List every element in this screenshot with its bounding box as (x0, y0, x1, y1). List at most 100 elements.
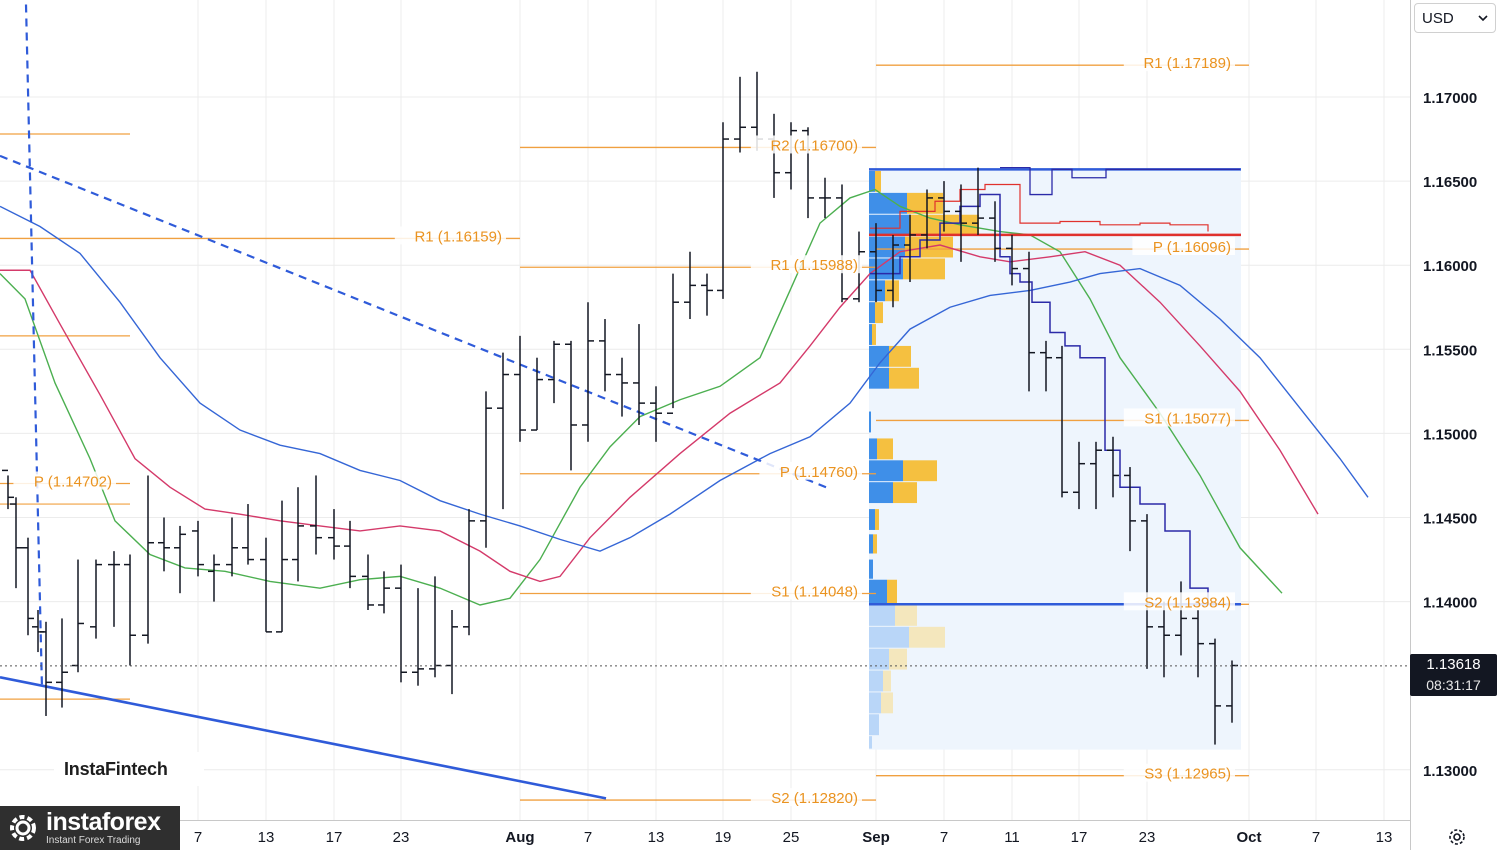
volume-profile-bar-up-3 (869, 236, 905, 258)
volume-profile-bar-up-6 (869, 302, 875, 324)
x-tick-label-14: Oct (1236, 829, 1261, 846)
vwap-step-line (870, 183, 1209, 232)
volume-profile-bar-down-11 (877, 438, 893, 460)
x-tick-label-8: 25 (783, 829, 800, 846)
pivot-label-bg-5 (750, 581, 862, 600)
currency-selector-value: USD (1422, 9, 1454, 27)
x-tick-label-9: Sep (862, 829, 890, 846)
volume-profile-bar-down-12 (903, 460, 937, 482)
logo-tagline: Instant Forex Trading (46, 835, 141, 846)
trend-line-1 (24, 4, 44, 690)
volume-profile-bar-up-20 (869, 648, 889, 670)
volume-profile-bar-down-1 (907, 192, 943, 214)
volume-profile-bar-up-17 (869, 579, 887, 604)
y-tick-label-6: 1.14000 (1423, 595, 1477, 612)
pivot-label-bg-8 (1132, 237, 1235, 256)
step-line-top (1000, 166, 1240, 196)
volume-profile-bar-up-0 (869, 171, 875, 192)
volume-profile-bar-down-9 (889, 367, 919, 389)
pivot-label-bg-1 (13, 471, 116, 490)
x-tick-label-2: 17 (326, 829, 343, 846)
pivot-label-4: P (1.14760) (780, 464, 858, 481)
volume-profile-bar-up-2 (869, 214, 909, 236)
volume-profile-bar-up-9 (869, 367, 889, 389)
price-axis-separator (1410, 0, 1411, 850)
pivot-label-bg-2 (750, 135, 862, 154)
candle-countdown: 08:31:17 (1426, 677, 1481, 693)
pivot-label-9: S1 (1.15077) (1144, 410, 1231, 427)
current-price-label: 1.13618 08:31:17 (1410, 654, 1497, 696)
x-tick-label-0: 7 (194, 829, 202, 846)
pivot-label-bg-10 (1123, 592, 1235, 611)
y-tick-label-4: 1.15000 (1423, 426, 1477, 443)
x-tick-label-12: 17 (1071, 829, 1088, 846)
y-tick-label-2: 1.16000 (1423, 258, 1477, 275)
volume-profile-bar-down-8 (889, 345, 911, 367)
pivot-label-11: S3 (1.12965) (1144, 766, 1231, 783)
volume-profile-bar-up-19 (869, 626, 909, 648)
volume-profile-bar-up-13 (869, 482, 893, 504)
x-tick-label-4: Aug (505, 829, 534, 846)
current-price-value: 1.13618 (1426, 656, 1481, 673)
y-tick-label-5: 1.14500 (1423, 511, 1477, 528)
pivot-label-2: R2 (1.16700) (770, 137, 858, 154)
pivot-label-5: S1 (1.14048) (771, 584, 858, 601)
pivot-label-8: P (1.16096) (1153, 239, 1231, 256)
moving-average-green (0, 188, 1283, 606)
pivot-label-bg-9 (1123, 408, 1235, 427)
x-tick-label-10: 7 (940, 829, 948, 846)
pivot-label-3: R1 (1.15988) (770, 257, 858, 274)
instaforex-logo: instaforex Instant Forex Trading (0, 806, 180, 850)
volume-profile-bar-down-14 (875, 509, 879, 530)
volume-profile-bar-up-18 (869, 604, 895, 626)
x-tick-label-1: 13 (258, 829, 275, 846)
gear-icon[interactable] (1446, 826, 1468, 848)
watermark: InstaFintech (54, 752, 204, 786)
pivot-label-bg-11 (1123, 763, 1235, 782)
currency-selector[interactable]: USD (1414, 3, 1496, 33)
pivot-label-6: S2 (1.12820) (771, 790, 858, 807)
pivot-label-bg-6 (750, 788, 862, 807)
volume-profile-bar-up-15 (869, 534, 873, 554)
volume-profile-bar-up-8 (869, 345, 889, 367)
volume-profile-bar-up-24 (869, 736, 872, 749)
volume-profile-bar-down-17 (887, 579, 897, 604)
volume-profile-bar-down-21 (883, 670, 891, 692)
x-tick-label-13: 23 (1139, 829, 1156, 846)
pivot-label-bg-3 (750, 255, 862, 274)
volume-profile-bar-down-22 (881, 692, 893, 714)
logo-name: instaforex (46, 808, 161, 836)
volume-profile-bar-down-13 (893, 482, 917, 504)
volume-profile-bar-up-1 (869, 192, 907, 214)
pivot-label-bg-4 (759, 461, 862, 480)
volume-profile-bar-up-22 (869, 692, 881, 714)
y-tick-label-3: 1.15500 (1423, 342, 1477, 359)
x-tick-label-5: 7 (584, 829, 592, 846)
pivot-label-bg-0 (394, 226, 506, 245)
volume-profile-bar-up-10 (869, 411, 871, 433)
volume-profile-bar-down-18 (895, 604, 917, 626)
pivot-label-0: R1 (1.16159) (414, 228, 502, 245)
x-tick-label-7: 19 (715, 829, 732, 846)
x-tick-label-11: 11 (1004, 829, 1020, 846)
y-tick-label-0: 1.17000 (1423, 90, 1477, 107)
volume-profile-bar-down-7 (872, 324, 876, 345)
volume-profile-bar-up-16 (869, 559, 873, 579)
x-tick-label-6: 13 (648, 829, 665, 846)
pivot-label-10: S2 (1.13984) (1144, 594, 1231, 611)
y-tick-label-1: 1.16500 (1423, 174, 1477, 191)
moving-average-blue (0, 205, 1369, 552)
step-line (870, 193, 1209, 605)
volume-profile-bar-down-20 (889, 648, 907, 670)
volume-profile-bar-up-23 (869, 714, 879, 736)
volume-profile-bar-up-14 (869, 509, 875, 530)
volume-profile-bar-down-15 (873, 534, 877, 554)
volume-profile-bar-up-21 (869, 670, 883, 692)
volume-profile-bar-down-6 (875, 302, 883, 324)
volume-profile-bar-down-0 (875, 171, 881, 192)
time-axis-separator (0, 820, 1410, 821)
y-tick-label-7: 1.13000 (1423, 763, 1477, 780)
volume-profile-bar-down-19 (909, 626, 945, 648)
